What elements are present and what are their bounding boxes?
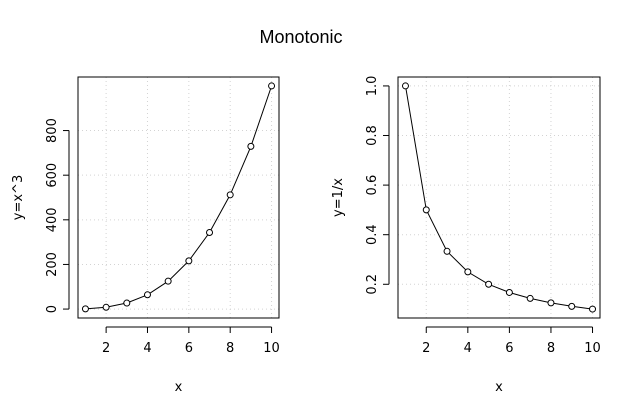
data-point	[589, 305, 597, 313]
data-point	[206, 229, 214, 237]
figure-title: Monotonic	[259, 27, 342, 47]
y-tick-label: 0.8	[365, 125, 380, 146]
x-tick-label: 4	[143, 341, 151, 356]
data-point	[268, 82, 276, 90]
data-point	[464, 268, 472, 276]
data-point	[547, 299, 555, 307]
y-tick-label: 600	[45, 163, 60, 188]
x-tick-label: 2	[422, 341, 430, 356]
data-point	[401, 82, 409, 90]
data-point	[102, 303, 110, 311]
x-tick-label: 8	[226, 341, 234, 356]
data-point	[185, 257, 193, 265]
y-tick-label: 200	[45, 252, 60, 277]
data-point	[568, 302, 576, 310]
data-point	[143, 291, 151, 299]
series-line	[405, 85, 593, 310]
x-tick-label: 8	[547, 341, 555, 356]
x-tick-label: 10	[263, 341, 280, 356]
data-point	[443, 247, 451, 255]
plot-frame	[77, 76, 280, 319]
x-tick-label: 4	[464, 341, 472, 356]
y-tick-label: 0.4	[365, 224, 380, 245]
panel-reciprocal: 2 4 6 8 10 0.2 0.4 0.6 0.8 1.0 x y=1/x	[331, 76, 601, 395]
panel-cubic: 2 4 6 8 10 0 200 400 600 800 x y=x^3	[11, 76, 280, 395]
plot-frame	[397, 76, 601, 319]
data-point	[505, 288, 513, 296]
x-tick-label: 2	[102, 341, 110, 356]
x-axis-title: x	[175, 380, 183, 395]
data-point	[164, 277, 172, 285]
y-axis-title: y=1/x	[331, 178, 346, 217]
data-point	[81, 305, 89, 313]
data-point	[422, 206, 430, 214]
y-tick-label: 800	[45, 118, 60, 143]
data-point	[247, 142, 255, 150]
y-tick-label: 0.2	[365, 274, 380, 295]
y-tick-label: 0.6	[365, 175, 380, 196]
series-line	[85, 85, 273, 310]
data-point	[123, 299, 131, 307]
x-axis-title: x	[495, 380, 503, 395]
data-point	[485, 280, 493, 288]
y-tick-label: 400	[45, 207, 60, 232]
data-point	[526, 294, 534, 302]
y-axis-title: y=x^3	[11, 175, 26, 220]
y-tick-label: 0	[45, 305, 60, 313]
x-tick-label: 6	[505, 341, 513, 356]
data-point	[226, 191, 234, 199]
x-tick-label: 6	[185, 341, 193, 356]
x-tick-label: 10	[584, 341, 601, 356]
y-tick-label: 1.0	[365, 76, 380, 97]
